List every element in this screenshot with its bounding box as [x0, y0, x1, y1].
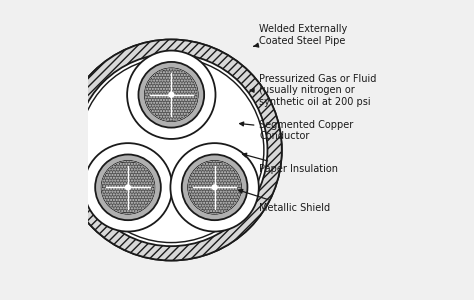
Circle shape	[171, 143, 259, 232]
Circle shape	[61, 40, 282, 260]
Circle shape	[84, 143, 172, 232]
Circle shape	[188, 161, 241, 214]
Circle shape	[188, 161, 241, 214]
Circle shape	[75, 54, 267, 246]
Text: Paper Insulation: Paper Insulation	[243, 153, 338, 174]
Circle shape	[138, 62, 204, 128]
Circle shape	[145, 68, 198, 121]
Circle shape	[182, 154, 247, 220]
Circle shape	[145, 68, 198, 121]
Text: Welded Externally
Coated Steel Pipe: Welded Externally Coated Steel Pipe	[254, 24, 347, 47]
Circle shape	[127, 51, 216, 139]
Circle shape	[61, 40, 282, 260]
Circle shape	[211, 184, 218, 190]
Text: Pressurized Gas or Fluid
(usually nitrogen or
synthetic oil at 200 psi: Pressurized Gas or Fluid (usually nitrog…	[250, 74, 377, 107]
Circle shape	[102, 161, 154, 214]
Circle shape	[95, 154, 161, 220]
Circle shape	[102, 161, 154, 214]
Circle shape	[125, 184, 131, 190]
Circle shape	[168, 92, 174, 98]
Text: Segmented Copper
Conductor: Segmented Copper Conductor	[240, 120, 354, 141]
Text: Metallic Shield: Metallic Shield	[238, 189, 330, 213]
